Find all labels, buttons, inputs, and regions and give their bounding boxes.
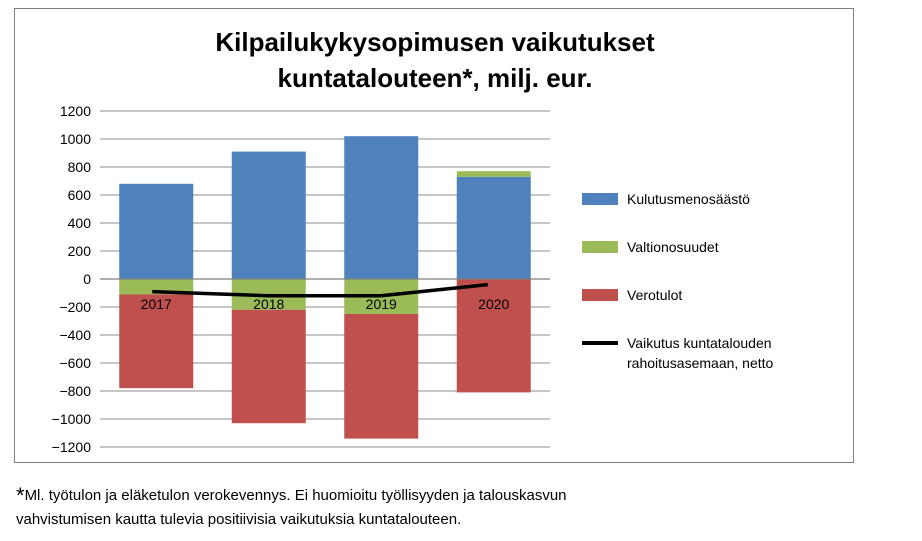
y-tick-label: 200 <box>68 243 92 259</box>
category-label-2020: 2020 <box>478 296 509 312</box>
y-tick-label: 600 <box>68 187 92 203</box>
net-line <box>152 282 488 298</box>
legend-label: rahoitusasemaan, netto <box>627 355 774 371</box>
net-effect-line <box>152 282 488 298</box>
y-tick-label: −1200 <box>52 439 92 455</box>
category-label-2018: 2018 <box>253 296 284 312</box>
y-tick-label: 400 <box>68 215 92 231</box>
y-tick-label: −800 <box>59 383 91 399</box>
bar-2017 <box>119 279 194 295</box>
footnote-line-2: vahvistumisen kautta tulevia positiivisi… <box>16 511 462 528</box>
legend-swatch <box>582 193 618 205</box>
y-tick-label: −1000 <box>52 411 92 427</box>
y-tick-label: 800 <box>68 159 92 175</box>
y-tick-label: −200 <box>59 299 91 315</box>
legend: Kulutusmenosäästö Valtionosuudet Verotulot… <box>582 191 774 371</box>
legend-label: Valtionosuudet <box>627 239 719 255</box>
bar-2019 <box>344 314 419 439</box>
y-tick-label: 0 <box>83 271 91 287</box>
bar-2020 <box>456 171 531 177</box>
bars <box>119 136 531 439</box>
legend-swatch <box>582 241 618 253</box>
bar-2019 <box>344 136 419 279</box>
bar-2017 <box>119 294 194 389</box>
legend-label: Kulutusmenosäästö <box>627 191 750 207</box>
bar-2020 <box>456 279 531 393</box>
category-label-2017: 2017 <box>141 296 172 312</box>
bar-2017 <box>119 183 194 279</box>
y-tick-labels: 1200 1000 800 600 400 200 0 −200 −400 −600 −800 −10… <box>52 103 92 455</box>
y-tick-label: 1200 <box>60 103 91 119</box>
footnote-text-1: Ml. työtulon ja eläketulon verokevennys.… <box>24 487 567 504</box>
footnote-star: * <box>16 483 25 508</box>
bar-2020 <box>456 176 531 279</box>
category-label-2019: 2019 <box>366 296 397 312</box>
bar-2018 <box>231 309 306 424</box>
footnote-line-1: *Ml. työtulon ja eläketulon verokevennys… <box>16 484 896 508</box>
category-labels: 2017 2018 2019 2020 <box>141 296 510 312</box>
chart-title-line-1: Kilpailukykysopimusen vaikutukset <box>215 27 655 57</box>
legend-swatch <box>582 289 618 301</box>
chart-frame: Kilpailukykysopimusen vaikutukset kuntata… <box>14 8 854 463</box>
chart-svg: Kilpailukykysopimusen vaikutukset kuntata… <box>52 27 774 455</box>
bar-2018 <box>231 151 306 279</box>
legend-label: Verotulot <box>627 287 682 303</box>
y-tick-label: −400 <box>59 327 91 343</box>
legend-label: Vaikutus kuntatalouden <box>627 335 772 351</box>
y-tick-label: −600 <box>59 355 91 371</box>
chart-title-line-2: kuntatalouteen*, milj. eur. <box>278 63 593 93</box>
chart-title: Kilpailukykysopimusen vaikutukset kuntata… <box>215 27 655 93</box>
footnote: *Ml. työtulon ja eläketulon verokevennys… <box>16 484 896 532</box>
y-tick-label: 1000 <box>60 131 91 147</box>
